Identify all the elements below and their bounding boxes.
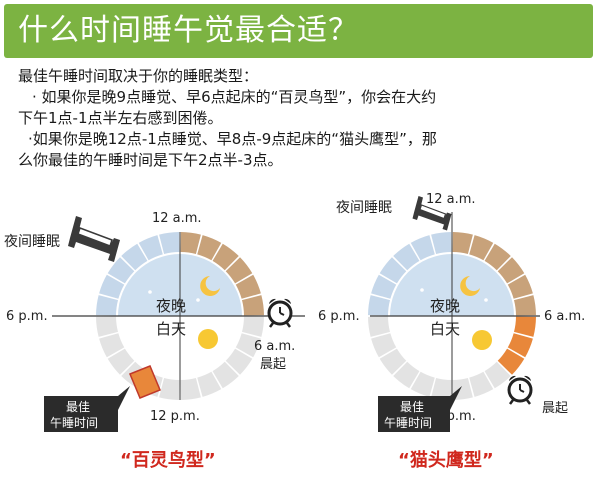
ring-segment xyxy=(180,232,201,255)
clock-left-nap-text: 午睡时间 xyxy=(50,416,98,430)
ring-segment xyxy=(212,243,239,271)
ring-segment xyxy=(431,232,452,255)
sun-icon xyxy=(198,329,218,349)
clock-left-top-label: 12 a.m. xyxy=(152,211,202,226)
moon-icon xyxy=(460,276,480,296)
ring-segment xyxy=(507,274,533,299)
clock-left-day-text: 白天 xyxy=(156,320,186,338)
clock-left-left-label: 6 p.m. xyxy=(6,309,48,324)
intro-line: ·如果你是晚12点-1点睡觉、早8点-9点起床的“猫头鹰型”，那 xyxy=(28,130,437,148)
ring-segment xyxy=(96,316,119,337)
star-icon xyxy=(420,288,424,292)
clock-right-nap-callout xyxy=(378,386,462,432)
ring-segment xyxy=(180,377,201,400)
ring-segment xyxy=(513,316,536,337)
ring-segment xyxy=(497,257,525,284)
page-title: 什么时间睡午觉最合适？ xyxy=(18,13,359,48)
clock-right-day-text: 白天 xyxy=(430,320,460,338)
star-icon xyxy=(196,298,200,302)
ring-segment xyxy=(235,274,261,299)
star-icon xyxy=(484,298,488,302)
ring-segment xyxy=(197,235,222,261)
intro-line: 下午1点-1点半左右感到困倦。 xyxy=(18,109,223,127)
ring-segment xyxy=(410,235,435,261)
clock-left-bottom-label: 12 p.m. xyxy=(150,409,200,424)
ring-segment xyxy=(368,295,391,316)
clock-left-nap-text: 最佳 xyxy=(66,400,90,414)
ring-segment xyxy=(379,348,407,375)
intro-line: · 如果你是晚9点睡觉、早6点起床的“百灵鸟型”，你会在大约 xyxy=(32,88,437,106)
clock-right-top-label: 12 a.m. xyxy=(426,192,476,207)
clock-right-nap-text: 午睡时间 xyxy=(384,416,432,430)
clock-right-left-label: 6 p.m. xyxy=(318,309,360,324)
sun-icon xyxy=(472,330,492,350)
intro-line: 么你最佳的午睡时间是下午2点半-3点。 xyxy=(18,151,283,169)
ring-segment xyxy=(99,274,125,299)
ring-segment xyxy=(371,274,397,299)
intro-line: 最佳午睡时间取决于你的睡眠类型： xyxy=(18,67,259,85)
ring-segment xyxy=(379,257,407,284)
star-icon xyxy=(148,290,152,294)
clock-left-wake-time: 6 a.m. xyxy=(254,339,295,354)
ring-segment xyxy=(410,371,435,397)
ring-segment xyxy=(96,295,119,316)
clock-right-nap-text: 最佳 xyxy=(400,400,424,414)
clock-right-night-text: 夜晚 xyxy=(430,297,460,315)
ring-segment xyxy=(159,232,180,255)
clock-right-caption: “猫头鹰型” xyxy=(398,449,494,471)
ring-segment xyxy=(99,333,125,358)
title-banner: 什么时间睡午觉最合适？ xyxy=(4,4,593,58)
ring-segment xyxy=(138,235,163,261)
clock-right-night-sleep-label: 夜间睡眠 xyxy=(336,200,392,216)
intro-text: 最佳午睡时间取决于你的睡眠类型： · 如果你是晚9点睡觉、早6点起床的“百灵鸟型… xyxy=(18,66,588,171)
ring-segment xyxy=(212,361,239,389)
clock-left-caption: “百灵鸟型” xyxy=(120,449,216,471)
ring-segment xyxy=(241,295,264,316)
ring-segment xyxy=(393,243,420,271)
ring-segment xyxy=(484,243,511,271)
ring-segment xyxy=(469,371,494,397)
clock-left: 夜晚 白天 12 a.m. 6 p.m. 12 p.m. 6 a.m. 晨起 夜… xyxy=(4,211,305,471)
ring-segment xyxy=(393,361,420,389)
ring-segment xyxy=(241,316,264,337)
ring-segment xyxy=(368,316,391,337)
ring-segment xyxy=(197,371,222,397)
clock-left-nap-segment xyxy=(129,365,161,399)
ring-segment xyxy=(107,348,135,375)
clock-right-ring xyxy=(368,232,536,400)
clock-left-night-sleep-label: 夜间睡眠 xyxy=(4,234,60,250)
moon-icon xyxy=(200,276,220,296)
clock-left-wake-label: 晨起 xyxy=(260,357,286,372)
clock-left-ring xyxy=(96,232,264,400)
ring-segment xyxy=(431,377,452,400)
alarm-clock-icon xyxy=(507,374,533,406)
ring-segment xyxy=(469,235,494,261)
ring-segment xyxy=(225,348,253,375)
ring-segment xyxy=(507,333,533,358)
ring-segment xyxy=(484,361,511,389)
ring-segment xyxy=(235,333,261,358)
ring-segment xyxy=(225,257,253,284)
ring-segment xyxy=(107,257,135,284)
ring-segment xyxy=(121,243,148,271)
ring-segment xyxy=(497,348,525,375)
ring-segment xyxy=(159,377,180,400)
ring-segment xyxy=(513,295,536,316)
ring-segment xyxy=(452,232,473,255)
clock-right-wake-label: 晨起 xyxy=(542,401,568,416)
bed-icon xyxy=(67,215,121,263)
ring-segment xyxy=(371,333,397,358)
alarm-clock-icon xyxy=(267,297,293,329)
clock-right-right-label: 6 a.m. xyxy=(544,309,585,324)
clock-right: 夜晚 白天 12 a.m. 6 p.m. 6 a.m. 12 p.m. 晨起 夜… xyxy=(318,192,585,471)
clock-left-night-text: 夜晚 xyxy=(156,297,186,315)
clock-left-nap-callout xyxy=(44,386,130,432)
